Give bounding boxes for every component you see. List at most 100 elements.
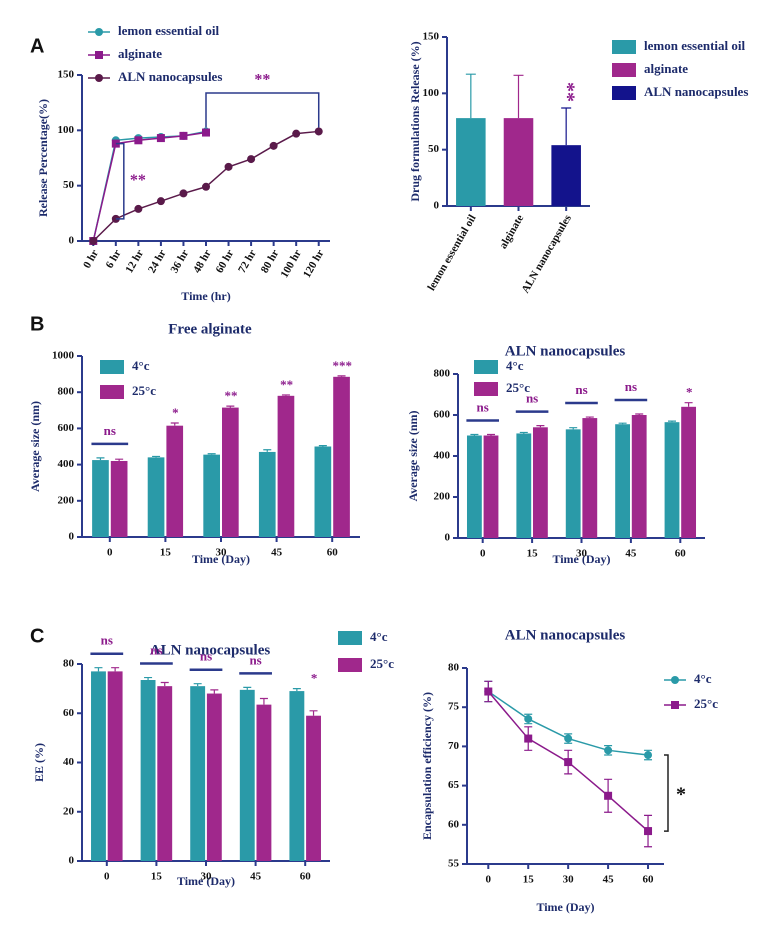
error-bar bbox=[470, 433, 479, 436]
x-tick-label: 15 bbox=[151, 871, 163, 883]
y-tick-label: 0 bbox=[69, 235, 75, 247]
annotation: ns bbox=[104, 423, 116, 438]
data-point bbox=[644, 751, 653, 760]
error-bar bbox=[96, 457, 105, 461]
bar bbox=[258, 451, 276, 537]
y-tick-label: 100 bbox=[423, 87, 440, 99]
significance-bracket bbox=[664, 754, 669, 832]
data-point bbox=[524, 714, 533, 723]
error-bar bbox=[519, 431, 528, 434]
x-tick-label: 0 bbox=[107, 547, 113, 559]
error-bar bbox=[207, 453, 216, 455]
annotation: ** bbox=[130, 172, 146, 189]
bar bbox=[631, 415, 647, 538]
bar bbox=[239, 689, 255, 861]
legend-label: lemon essential oil bbox=[644, 38, 745, 53]
legend-marker bbox=[95, 28, 103, 36]
y-tick-label: 50 bbox=[428, 143, 440, 155]
legend-marker bbox=[671, 701, 679, 709]
error-bar bbox=[259, 697, 268, 705]
x-tick-label: 48 hr bbox=[191, 248, 214, 276]
x-tick-label: 30 bbox=[563, 874, 575, 886]
legend-label: ALN nanocapsules bbox=[118, 69, 222, 84]
chart-title: ALN nanocapsules bbox=[150, 642, 271, 658]
bar bbox=[166, 425, 184, 537]
bar bbox=[565, 429, 581, 538]
x-tick-label: 45 bbox=[603, 874, 615, 886]
y-axis-label: Encapsulation efficiency (%) bbox=[420, 692, 434, 840]
chart-title: ALN nanocapsules bbox=[505, 343, 626, 359]
annotation: *** bbox=[332, 358, 352, 373]
data-point bbox=[134, 204, 143, 213]
bar bbox=[157, 686, 173, 861]
error-bar bbox=[668, 420, 677, 423]
y-tick-label: 0 bbox=[69, 855, 75, 867]
bar bbox=[532, 427, 548, 538]
x-tick-label: 15 bbox=[527, 548, 539, 560]
y-axis-label: EE (%) bbox=[32, 743, 46, 782]
x-tick-label: 12 hr bbox=[123, 248, 146, 276]
bar bbox=[277, 395, 295, 537]
bar bbox=[456, 118, 486, 206]
x-tick-label: 60 bbox=[643, 874, 655, 886]
x-tick-label: 30 bbox=[201, 871, 213, 883]
error-bar bbox=[309, 710, 318, 716]
x-tick-label: 0 hr bbox=[81, 248, 101, 271]
x-tick-label: 0 bbox=[480, 548, 486, 560]
bar bbox=[206, 693, 222, 861]
x-tick-label: 60 bbox=[300, 871, 312, 883]
legend-swatch bbox=[338, 658, 362, 672]
error-bar bbox=[210, 689, 219, 694]
x-tick-label: 45 bbox=[625, 548, 637, 560]
legend-label: alginate bbox=[644, 61, 688, 76]
legend-label: 25°c bbox=[370, 656, 394, 671]
annotation: ** bbox=[280, 377, 293, 392]
y-tick-label: 55 bbox=[448, 858, 460, 870]
error-bar bbox=[243, 686, 252, 690]
x-tick-label: 30 bbox=[216, 547, 228, 559]
bar bbox=[333, 376, 350, 537]
x-tick-label: 6 hr bbox=[104, 248, 124, 271]
x-axis-label: Time (hr) bbox=[181, 289, 230, 303]
annotation: ns bbox=[200, 649, 212, 664]
bar bbox=[483, 435, 499, 538]
error-bar bbox=[170, 422, 179, 426]
bar bbox=[516, 433, 532, 538]
bar bbox=[551, 145, 581, 206]
y-tick-label: 150 bbox=[423, 31, 440, 43]
error-bar bbox=[465, 73, 476, 119]
legend-label: alginate bbox=[118, 46, 162, 61]
x-tick-label: 120 hr bbox=[301, 248, 327, 280]
legend-swatch bbox=[474, 360, 498, 374]
x-tick-label: ALN nanocapsules bbox=[519, 212, 574, 295]
data-point bbox=[524, 734, 533, 743]
legend-swatch bbox=[612, 86, 636, 100]
y-tick-label: 800 bbox=[58, 386, 75, 398]
error-bar bbox=[486, 433, 495, 436]
bar bbox=[582, 418, 598, 538]
y-tick-label: 600 bbox=[434, 409, 451, 421]
x-tick-label: 45 bbox=[250, 871, 262, 883]
annotation: * bbox=[172, 405, 179, 420]
data-point bbox=[314, 127, 323, 136]
error-bar bbox=[561, 107, 572, 146]
data-point bbox=[604, 791, 613, 800]
annotation: * bbox=[676, 784, 686, 806]
y-tick-label: 50 bbox=[63, 179, 75, 191]
y-tick-label: 0 bbox=[445, 532, 451, 544]
y-axis-label: Average size (nm) bbox=[28, 401, 42, 492]
bar bbox=[289, 691, 305, 861]
bar bbox=[466, 435, 482, 538]
bar bbox=[91, 671, 106, 861]
y-tick-label: 800 bbox=[434, 368, 451, 380]
panel-label: A bbox=[30, 35, 44, 57]
chart-title: ALN nanocapsules bbox=[505, 627, 626, 643]
x-tick-label: 0 bbox=[486, 874, 492, 886]
x-tick-label: 15 bbox=[523, 874, 535, 886]
error-bar bbox=[292, 688, 301, 692]
y-tick-label: 65 bbox=[448, 779, 460, 791]
annotation: ** bbox=[254, 72, 270, 89]
x-tick-label: 24 hr bbox=[146, 248, 169, 276]
bar bbox=[147, 457, 165, 537]
x-axis-label: Time (Day) bbox=[552, 552, 610, 566]
